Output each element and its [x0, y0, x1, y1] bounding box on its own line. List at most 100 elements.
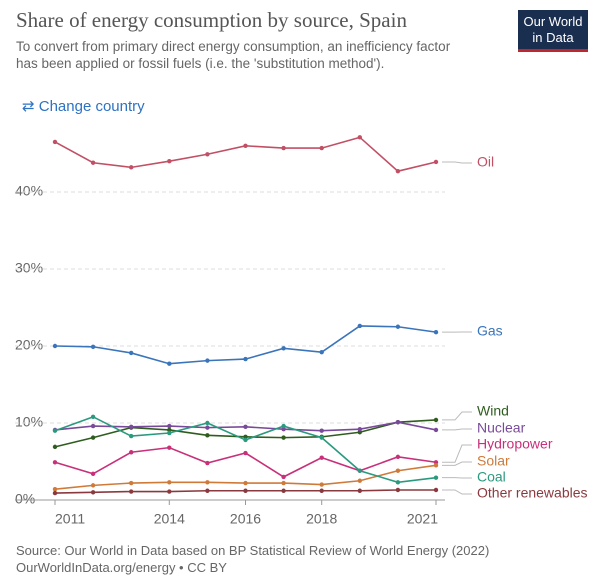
logo[interactable]: Our World in Data — [518, 10, 588, 52]
point — [167, 445, 172, 450]
point — [90, 483, 96, 488]
point — [52, 490, 58, 496]
title: Share of energy consumption by source, S… — [16, 8, 407, 32]
series-line — [54, 136, 437, 173]
subtitle: To convert from primary direct energy co… — [16, 39, 451, 71]
point — [433, 463, 439, 468]
point — [243, 356, 248, 362]
point — [52, 139, 58, 145]
point — [395, 487, 401, 493]
y-tick-label: 10% — [15, 414, 43, 430]
point — [395, 169, 401, 174]
x-tick-label: 2014 — [154, 511, 185, 527]
point — [205, 488, 210, 493]
point — [90, 344, 96, 349]
label-connector — [442, 489, 472, 495]
x-tick-label: 2018 — [306, 511, 337, 527]
label-connector — [442, 444, 472, 463]
point — [433, 487, 439, 493]
point — [357, 426, 362, 432]
button-label: Change country — [38, 98, 145, 115]
series-label: Other renewables — [477, 485, 588, 501]
y-tick-label: 30% — [15, 260, 43, 276]
label-connector — [442, 461, 472, 466]
point — [395, 468, 401, 473]
point — [90, 423, 96, 429]
point — [129, 424, 134, 430]
point — [52, 444, 58, 450]
point — [205, 460, 210, 466]
point — [281, 423, 286, 429]
label-connector — [442, 428, 472, 431]
label-connector — [442, 161, 472, 164]
point — [357, 430, 362, 435]
point — [129, 450, 134, 455]
point — [281, 488, 286, 493]
point — [395, 454, 401, 460]
point — [167, 427, 172, 433]
point — [281, 145, 286, 151]
point — [433, 417, 439, 423]
change-country-button[interactable]: ⇄ Change country — [22, 98, 145, 115]
point — [395, 480, 401, 485]
point — [357, 488, 362, 493]
point — [90, 490, 96, 495]
point — [319, 482, 324, 487]
point — [205, 425, 210, 430]
y-tick-label: 20% — [15, 337, 43, 353]
point — [205, 152, 210, 157]
point — [357, 478, 362, 483]
point — [129, 480, 134, 486]
series-label: Oil — [477, 154, 494, 170]
point — [167, 480, 172, 485]
point — [281, 435, 286, 440]
point — [205, 358, 210, 363]
point — [281, 480, 286, 486]
point — [433, 329, 439, 335]
series-label: Nuclear — [477, 420, 526, 436]
point — [129, 433, 134, 439]
point — [90, 471, 96, 477]
point — [90, 435, 96, 440]
point — [357, 135, 362, 140]
x-tick-label: 2021 — [407, 511, 438, 527]
point — [52, 428, 58, 433]
point — [433, 475, 439, 480]
point — [52, 487, 58, 492]
y-tick-label: 40% — [15, 183, 43, 199]
point — [319, 145, 324, 151]
point — [395, 324, 401, 329]
source-line: Source: Our World in Data based on BP St… — [16, 543, 490, 558]
x-tick-label: 2016 — [230, 511, 261, 527]
point — [243, 437, 248, 443]
series-label: Gas — [477, 323, 503, 339]
point — [52, 343, 58, 349]
point — [167, 361, 172, 366]
point — [319, 435, 324, 440]
point — [52, 460, 58, 465]
series-label: Hydropower — [477, 436, 553, 452]
point — [167, 489, 172, 494]
logo-line: in Data — [532, 30, 574, 45]
point — [357, 468, 362, 473]
point — [319, 349, 324, 355]
point — [243, 488, 248, 493]
label-connector — [442, 411, 472, 421]
point — [129, 489, 134, 494]
point — [433, 460, 439, 465]
series-line — [54, 419, 437, 448]
point — [129, 165, 134, 170]
point — [433, 159, 439, 165]
point — [281, 346, 286, 351]
point — [433, 427, 439, 433]
point — [319, 455, 324, 460]
logo-line: Our World — [523, 14, 583, 29]
point — [319, 488, 324, 493]
point — [395, 420, 401, 425]
point — [90, 160, 96, 165]
point — [243, 424, 248, 430]
point — [129, 350, 134, 356]
point — [357, 323, 362, 329]
point — [205, 433, 210, 438]
